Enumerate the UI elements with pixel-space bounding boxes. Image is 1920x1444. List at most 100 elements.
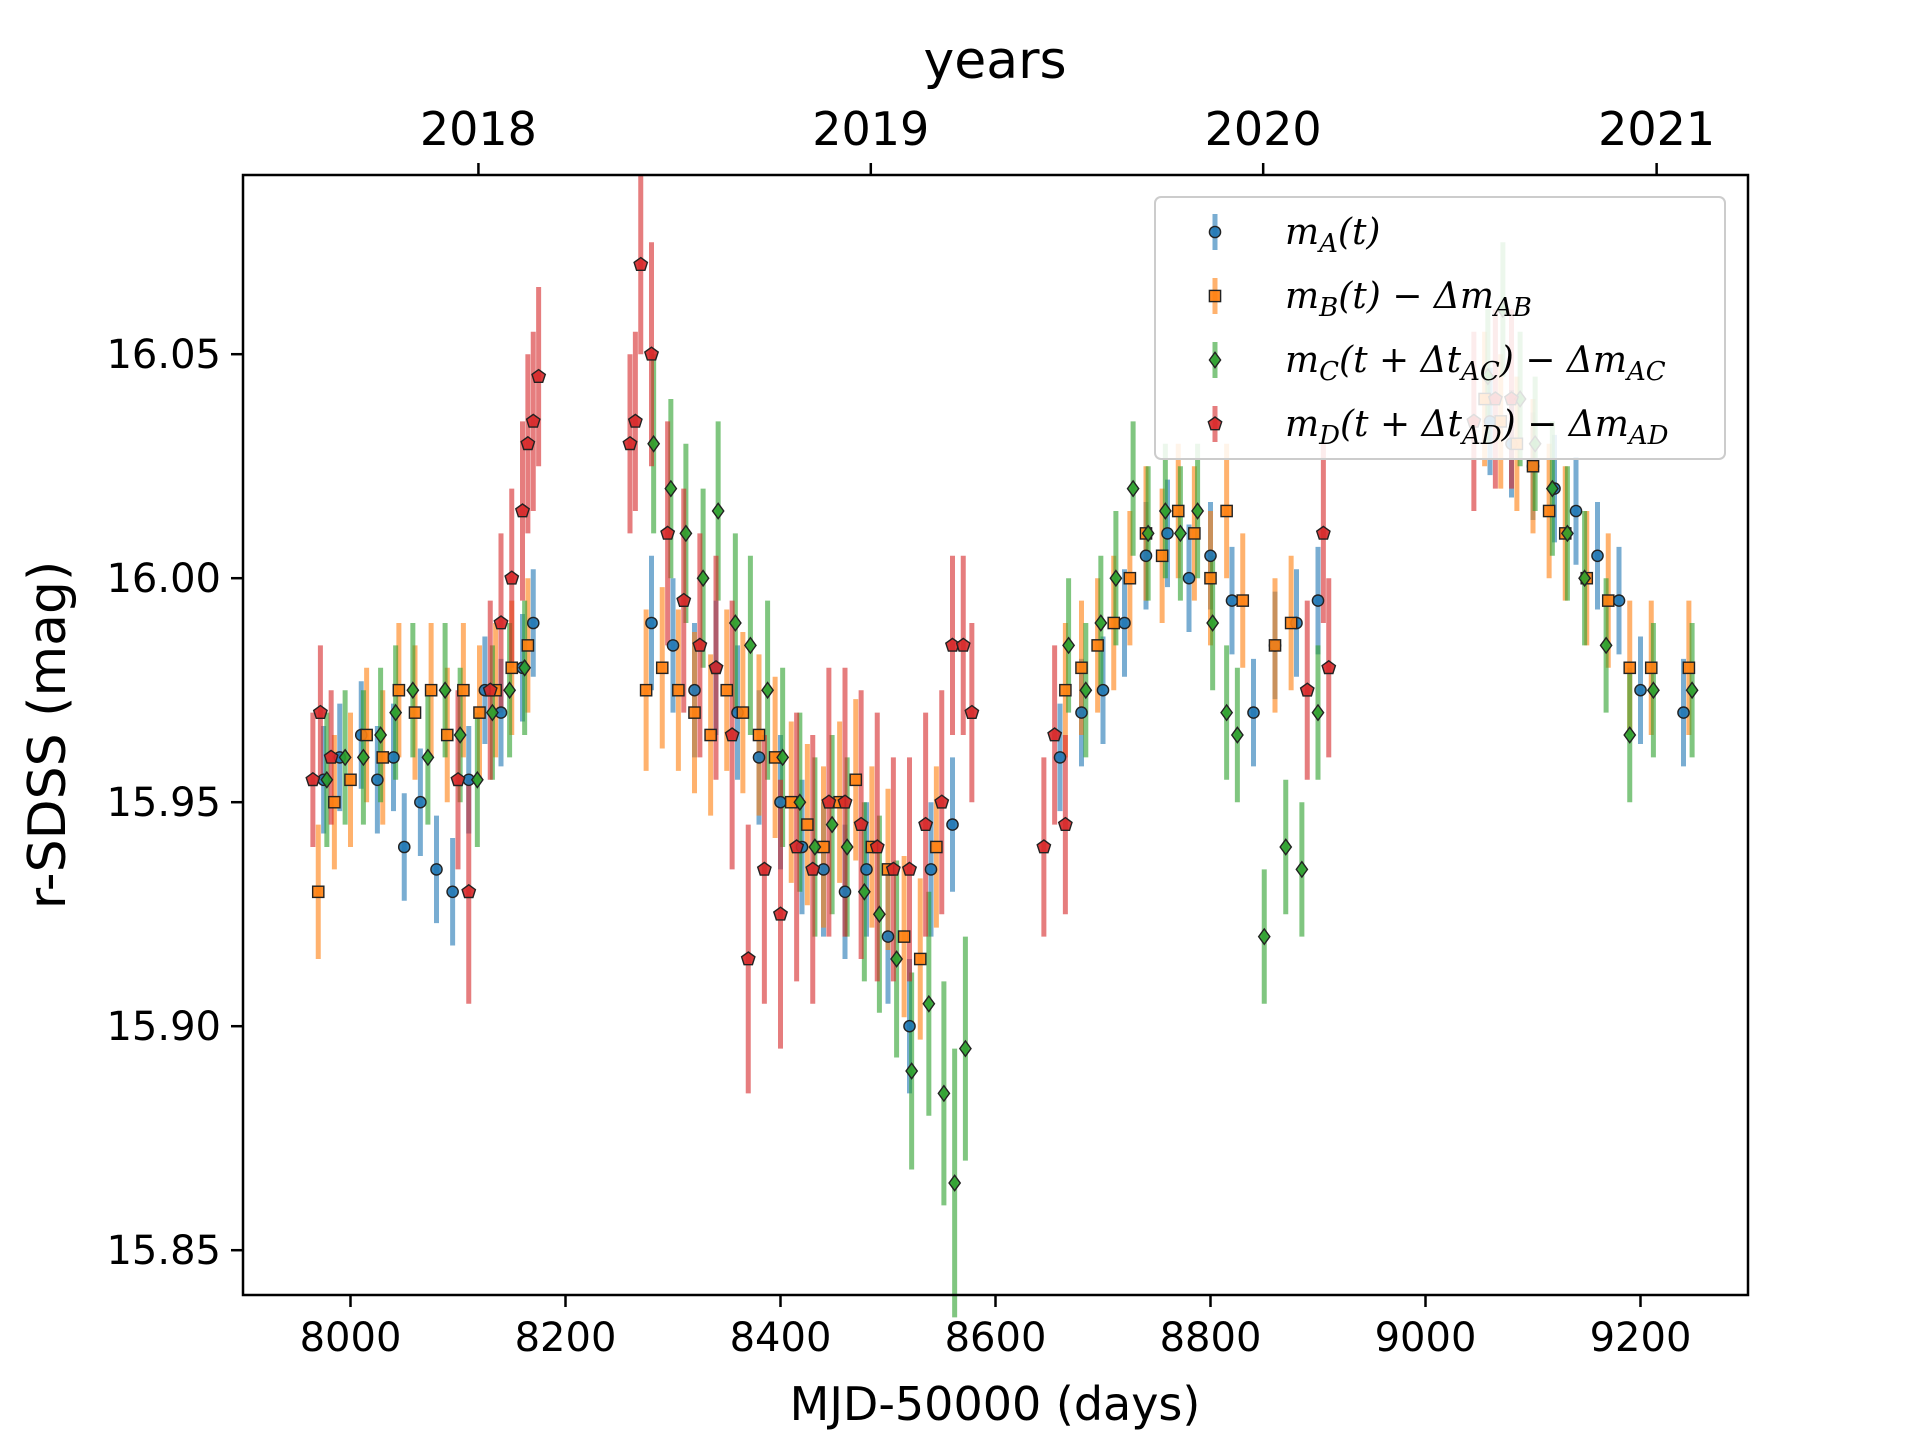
data-point-b xyxy=(1123,571,1137,585)
data-point-c xyxy=(890,950,904,968)
data-point-c xyxy=(320,770,334,789)
data-point-c xyxy=(356,748,370,767)
data-point-b xyxy=(424,683,438,697)
x-tick-label: 8400 xyxy=(730,1315,832,1361)
data-point-c xyxy=(1141,524,1155,543)
top-axis-title: years xyxy=(923,31,1066,91)
data-point-d xyxy=(869,839,885,854)
legend-entry-a: mA(t) xyxy=(1208,212,1380,259)
data-point-b xyxy=(440,728,454,742)
data-point-b xyxy=(1526,459,1540,473)
data-point-b xyxy=(408,706,422,719)
data-point-a xyxy=(387,751,400,764)
data-point-a xyxy=(1311,594,1325,607)
data-point-d xyxy=(708,659,724,675)
data-point-a xyxy=(1182,571,1196,585)
x-axis-ticks: 8000 8200 8400 8600 8800 9000 9200 xyxy=(300,1295,1691,1361)
data-point-c xyxy=(696,569,710,588)
data-point-a xyxy=(666,639,680,652)
data-point-b xyxy=(521,639,535,652)
data-point-b xyxy=(1542,504,1556,518)
data-point-c xyxy=(664,479,678,498)
legend: mA(t) mB(t) − ΔmAB mC(t + ΔtAC) − ΔmAC mD(t… xyxy=(1154,196,1726,460)
data-point-a xyxy=(1225,594,1239,607)
data-point-c xyxy=(338,748,352,767)
y-tick-label: 16.05 xyxy=(106,332,221,378)
data-point-d xyxy=(461,883,477,899)
data-point-c xyxy=(389,703,403,722)
data-point-b xyxy=(639,683,653,697)
data-point-b xyxy=(1623,661,1637,675)
data-point-b xyxy=(897,930,911,943)
data-point-d xyxy=(901,861,918,876)
data-point-d xyxy=(323,749,339,764)
data-point-c xyxy=(1173,524,1187,543)
data-point-d xyxy=(312,704,328,719)
data-point-c xyxy=(840,838,854,856)
data-point-d xyxy=(805,861,821,876)
data-point-c xyxy=(905,1062,919,1080)
data-point-c xyxy=(743,636,757,655)
data-point-b xyxy=(720,683,734,697)
y-axis-title: r-SDSS (mag) xyxy=(18,561,78,910)
data-point-d xyxy=(305,771,321,787)
data-point-a xyxy=(838,885,852,899)
data-point-b xyxy=(1682,661,1696,675)
data-point-d xyxy=(627,413,643,428)
data-point-c xyxy=(958,1039,972,1058)
data-point-c xyxy=(808,838,822,856)
data-point-c xyxy=(1623,726,1637,744)
data-point-b xyxy=(1236,594,1250,607)
data-point-c xyxy=(793,793,807,812)
legend-label-c: mC(t + ΔtAC) − ΔmAC xyxy=(1285,340,1666,387)
data-point-c xyxy=(453,726,467,744)
data-point-a xyxy=(903,1019,916,1033)
data-point-b xyxy=(392,683,406,697)
legend-entry-d: mD(t + ΔtAD) − ΔmAD xyxy=(1207,404,1669,451)
data-point-a xyxy=(1053,751,1067,764)
data-point-d xyxy=(964,704,980,719)
data-point-d xyxy=(1047,727,1063,742)
data-point-b xyxy=(376,751,390,764)
x-tick-label: 8000 xyxy=(300,1315,402,1361)
data-point-d xyxy=(525,413,541,428)
data-point-d xyxy=(1299,682,1315,697)
data-point-c xyxy=(374,726,388,744)
data-point-a xyxy=(446,885,459,899)
data-point-a xyxy=(1161,527,1174,540)
legend-label-b: mB(t) − ΔmAB xyxy=(1285,276,1532,323)
data-point-a xyxy=(414,795,427,809)
legend-box xyxy=(1154,196,1726,460)
data-point-d xyxy=(1057,816,1073,831)
data-point-b xyxy=(849,773,863,787)
data-point-c xyxy=(1079,681,1093,700)
data-point-a xyxy=(924,863,938,876)
y-axis-ticks: 15.85 15.90 15.95 16.00 16.05 xyxy=(106,332,243,1274)
data-point-a xyxy=(860,863,873,876)
data-point-b xyxy=(1171,504,1185,518)
data-point-d xyxy=(724,727,740,742)
top-tick-label: 2018 xyxy=(420,102,537,156)
data-point-d xyxy=(789,839,805,854)
data-point-c xyxy=(761,681,775,700)
data-point-b xyxy=(1268,639,1282,652)
x-tick-label: 8600 xyxy=(945,1315,1047,1361)
data-point-c xyxy=(1206,614,1220,632)
data-point-b xyxy=(311,885,325,899)
data-point-c xyxy=(518,658,532,677)
legend-marker-d xyxy=(1207,416,1223,431)
data-point-b xyxy=(505,661,519,675)
data-point-a xyxy=(1075,706,1088,719)
data-point-b xyxy=(930,840,943,854)
data-point-a xyxy=(1118,616,1131,630)
data-point-a xyxy=(1677,706,1690,719)
data-point-b xyxy=(1155,549,1169,563)
data-point-b xyxy=(328,795,341,809)
data-point-d xyxy=(482,682,498,697)
x-axis-title: MJD-50000 (days) xyxy=(790,1377,1201,1431)
top-axis-ticks: 2018 2019 2020 2021 xyxy=(420,102,1715,175)
data-point-a xyxy=(752,751,766,764)
data-point-d xyxy=(622,435,638,451)
data-point-b xyxy=(1059,683,1072,697)
